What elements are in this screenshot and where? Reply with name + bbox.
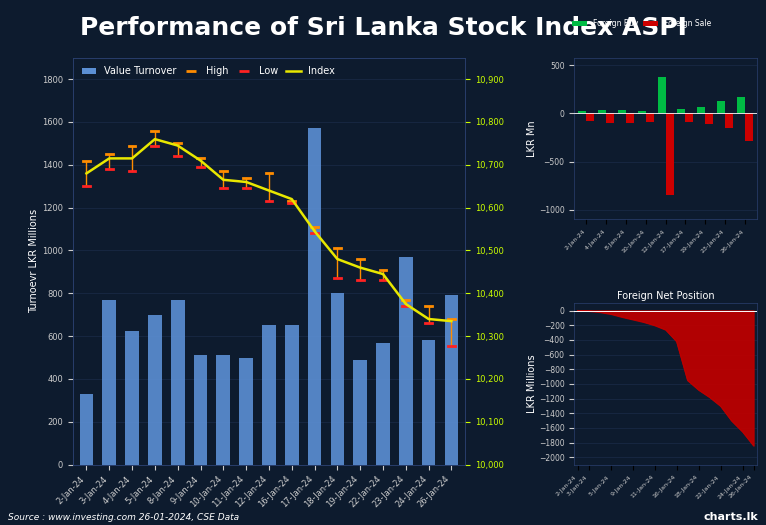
Bar (376, 343, 390, 465)
Bar (330, 293, 344, 465)
Bar (262, 326, 276, 465)
Bar (666, 113, 673, 195)
Bar (697, 107, 705, 113)
Bar (148, 314, 162, 465)
Bar (705, 113, 713, 123)
Bar (578, 111, 586, 113)
Bar (353, 360, 367, 465)
Bar (285, 326, 299, 465)
Legend: Value Turnover, High, Low, Index: Value Turnover, High, Low, Index (77, 62, 339, 80)
Bar (125, 331, 139, 465)
Bar (217, 355, 230, 465)
Bar (308, 129, 322, 465)
Bar (194, 355, 208, 465)
Bar (626, 113, 633, 123)
Bar (717, 101, 725, 113)
Bar (171, 300, 185, 465)
Bar (422, 340, 435, 465)
Bar (586, 113, 594, 121)
Bar (638, 111, 646, 113)
Bar (686, 113, 693, 122)
Bar (745, 113, 753, 141)
Bar (399, 257, 413, 465)
Text: charts.lk: charts.lk (704, 512, 758, 522)
Y-axis label: Turnoevr LKR Millions: Turnoevr LKR Millions (29, 209, 39, 313)
Bar (80, 394, 93, 465)
Bar (239, 358, 253, 465)
Bar (658, 77, 666, 113)
Bar (646, 113, 653, 122)
Bar (606, 113, 614, 123)
Legend: Foreign Buy, Foreign Sale: Foreign Buy, Foreign Sale (569, 16, 715, 32)
Bar (444, 296, 458, 465)
Bar (677, 109, 686, 113)
Bar (618, 110, 626, 113)
Bar (103, 300, 116, 465)
Bar (725, 113, 733, 129)
Y-axis label: LKR Millions: LKR Millions (528, 354, 538, 413)
Bar (598, 110, 606, 113)
Y-axis label: LKR Mn: LKR Mn (528, 120, 538, 157)
Bar (737, 97, 745, 113)
Text: Source : www.investing.com 26-01-2024, CSE Data: Source : www.investing.com 26-01-2024, C… (8, 513, 239, 522)
Title: Foreign Net Position: Foreign Net Position (617, 291, 715, 301)
Text: Performance of Sri Lanka Stock Index ASPI: Performance of Sri Lanka Stock Index ASP… (80, 16, 686, 39)
